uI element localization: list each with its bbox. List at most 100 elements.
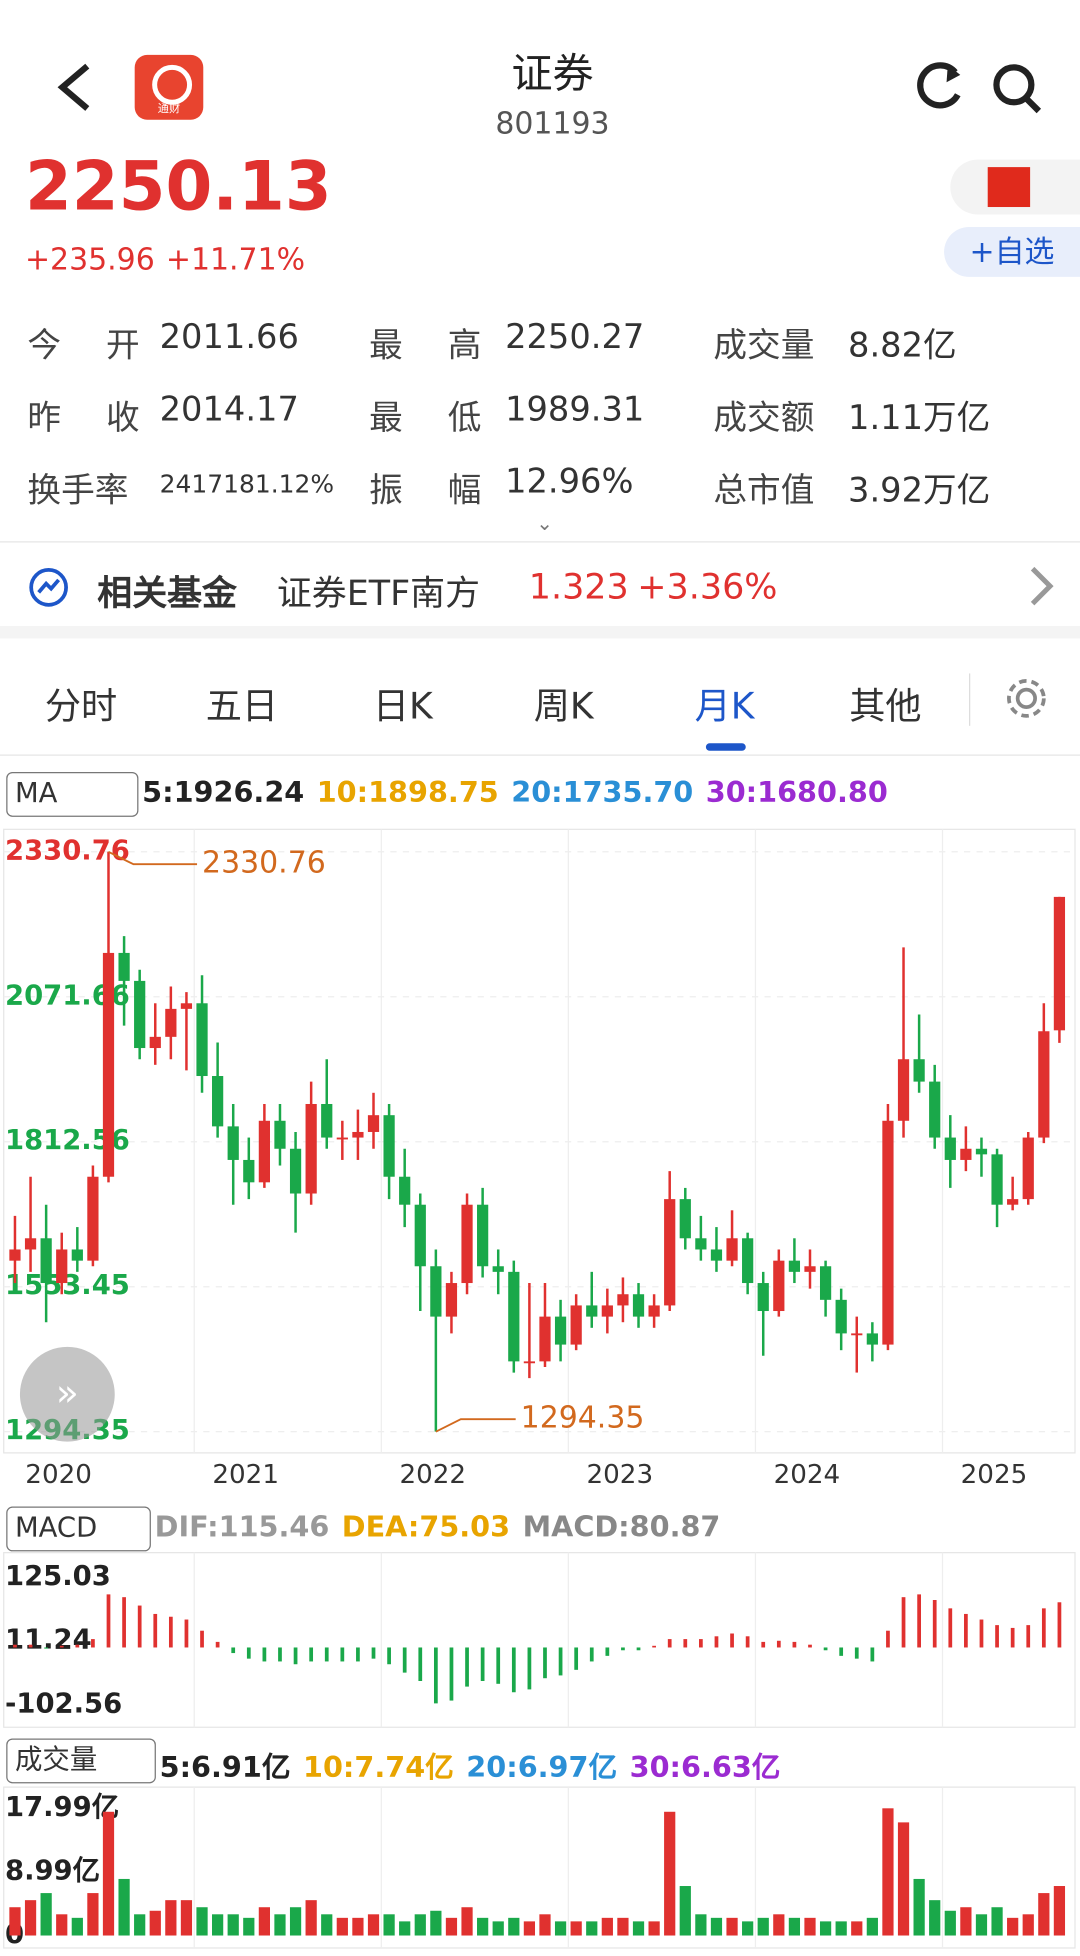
app-icon[interactable]: 通财 [134,54,204,120]
icon-text: 通财 [157,103,181,116]
tab[interactable]: 分时 [44,684,118,728]
volume-bar [24,1900,37,1936]
watch-button[interactable]: +自选 [944,226,1080,277]
candle-body [679,1199,691,1239]
candle-body [975,1148,988,1155]
volume-bar [9,1907,21,1936]
tab[interactable]: 其他 [849,684,922,728]
volume-bar [289,1907,302,1936]
refresh[interactable] [917,62,961,109]
volume-bar [664,1811,676,1936]
settings[interactable] [1004,676,1049,721]
back-button[interactable] [50,62,100,112]
legend-item: DIF:115.46 [154,1511,330,1544]
tab-underline [705,743,746,751]
fund-label: 相关基金 [97,572,237,614]
volume-bar [336,1917,348,1936]
legend-item: 30:6.63亿 [629,1752,781,1785]
toolbar-icons [917,62,1042,114]
y-tick-label: 2330.76 [5,835,130,866]
y-tick-label: 8.99亿 [5,1855,100,1886]
candle-body [477,1204,489,1267]
candle-body [56,1249,68,1284]
volume-bar [477,1917,489,1936]
tab[interactable]: 月K [694,684,755,728]
volume-bar [882,1808,894,1936]
volume-bar [461,1907,473,1936]
chevron[interactable] [1023,564,1060,609]
flag-box[interactable] [950,159,1080,215]
volume-bar [991,1907,1003,1936]
volume-bar [118,1878,130,1936]
fund-name[interactable]: 证券ETF南方 [276,572,481,614]
stat-value: 2011.66 [159,318,299,357]
candle-body [430,1266,442,1317]
candle-body [71,1249,83,1261]
stat-label: 振幅 [369,471,527,511]
candle-body [9,1249,21,1261]
annotation-line [435,1418,516,1433]
stat-label: 换手率 [27,471,129,511]
candle-body [289,1148,302,1194]
volume-bar [414,1914,426,1936]
volume-bar [196,1907,208,1936]
indicator-select[interactable]: MA [6,771,139,817]
candle-body [383,1115,395,1177]
candle-body [539,1316,551,1362]
candle-body [508,1271,520,1362]
candle-body [414,1204,426,1267]
candle-body [180,1003,193,1009]
candle-body [648,1305,660,1317]
volume-bar [102,1811,115,1936]
candle-body [835,1299,847,1334]
play-button[interactable]: » [19,1346,115,1442]
candle-body [1007,1199,1019,1205]
volume-bar [742,1921,754,1936]
indicator-select[interactable]: 成交量 [6,1738,156,1784]
candle-body [24,1238,37,1250]
tab[interactable]: 日K [372,684,433,728]
stat-label: 成交额 [713,399,815,438]
candle-body [773,1260,785,1312]
volume-bar [508,1917,520,1936]
volume-bar [1007,1917,1019,1936]
tab[interactable]: 五日 [205,684,279,728]
volume-bar [819,1921,832,1936]
volume-bar [243,1917,255,1936]
annotation: 1294.35 [521,1401,645,1436]
annotation: 2330.76 [202,846,326,881]
candle-body [492,1266,504,1272]
candle-body [445,1283,458,1317]
tab[interactable]: 周K [533,684,594,728]
volume-bar [445,1917,458,1936]
candle-body [212,1076,224,1127]
volume-bar [274,1914,286,1936]
title: 证券 [511,48,594,98]
volume-bar [960,1907,972,1936]
candle-body [274,1120,286,1149]
indicator-select[interactable]: MACD [6,1506,151,1552]
candle-body [866,1333,878,1345]
x-tick-label: 2020 [25,1460,92,1490]
candle-body [617,1294,629,1306]
volume-bar [788,1917,801,1936]
fund-change: +3.36% [637,566,778,608]
volume-bar [1038,1893,1050,1936]
expand[interactable]: ⌄ [536,511,553,536]
volume-bar [352,1917,364,1936]
stat-label: 最低 [369,399,527,438]
legend-item: 5:1926.24 [142,776,305,810]
candle-body [321,1103,333,1138]
volume-bar [305,1900,317,1936]
volume-bar [367,1914,380,1936]
volume-bar [804,1917,816,1936]
legend-item: MACD:80.87 [522,1511,721,1544]
candle-body [601,1305,613,1317]
stat-value: 8.82亿 [848,326,957,366]
search[interactable] [993,64,1035,106]
fund-icon [29,568,68,607]
gap [0,626,1080,639]
volume-bar [227,1914,239,1936]
